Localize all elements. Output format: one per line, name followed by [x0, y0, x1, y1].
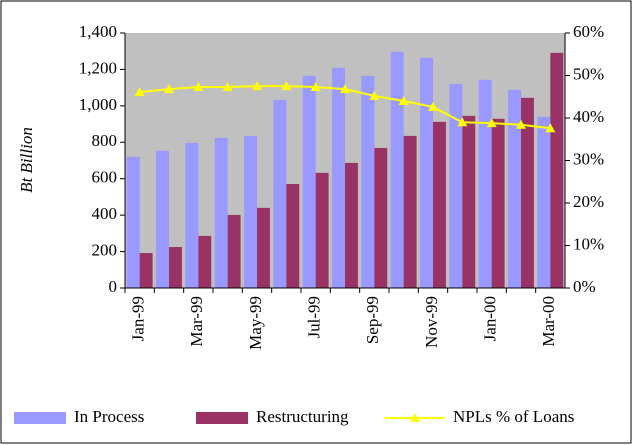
line-marker [486, 118, 497, 128]
line-marker [516, 119, 526, 129]
legend-label: In Process [74, 407, 144, 426]
bar [244, 135, 257, 288]
line-marker [545, 123, 556, 133]
x-tick-label: Jan-00 [481, 296, 500, 341]
y2-tick-label: 30% [573, 149, 604, 168]
bar [332, 67, 345, 289]
x-tick-label: Sep-99 [363, 296, 382, 344]
bar [185, 142, 199, 288]
bar [521, 97, 534, 288]
line-marker [369, 90, 380, 100]
legend-swatch [14, 412, 66, 424]
bar [315, 172, 329, 288]
bar [126, 156, 140, 288]
bar [390, 51, 404, 289]
x-tick-label: Mar-99 [187, 296, 206, 347]
bar [156, 150, 169, 288]
bar [302, 75, 316, 288]
x-tick-label: Jul-99 [305, 296, 324, 339]
line-marker [134, 87, 145, 97]
line-marker [193, 81, 204, 91]
x-tick-label: Jan-99 [129, 296, 148, 341]
y-tick-label: 800 [92, 131, 118, 150]
y-tick-label: 600 [92, 168, 118, 187]
bar [478, 79, 492, 288]
bar [537, 116, 551, 289]
x-tick-label: Nov-99 [422, 296, 441, 348]
y-tick-label: 0 [109, 277, 118, 296]
bar [169, 247, 182, 288]
bar [345, 162, 358, 288]
bar [462, 115, 476, 288]
x-tick-label: Mar-00 [539, 296, 558, 347]
line-marker [428, 101, 438, 111]
y2-tick-label: 10% [573, 234, 604, 253]
bar [286, 183, 300, 288]
bar [449, 83, 463, 288]
bar [273, 99, 287, 288]
bar [550, 52, 564, 288]
y-tick-label: 200 [92, 240, 118, 259]
line-marker [222, 81, 233, 91]
y2-tick-label: 60% [573, 22, 604, 41]
y-tick-label: 1,200 [79, 58, 117, 77]
y-tick-label: 1,400 [79, 22, 117, 41]
legend-label: NPLs % of Loans [453, 407, 574, 426]
x-tick-label: May-99 [246, 296, 265, 350]
y2-tick-label: 20% [573, 192, 604, 211]
bar [227, 214, 241, 288]
bar [198, 235, 212, 288]
line-marker [252, 81, 262, 91]
y2-tick-label: 50% [573, 64, 604, 83]
legend-marker [410, 413, 420, 422]
bar [139, 253, 153, 288]
bar [420, 57, 433, 289]
bar [403, 135, 417, 288]
bar [508, 89, 521, 288]
y2-tick-label: 0% [573, 277, 596, 296]
y-tick-label: 400 [92, 204, 118, 223]
bar [361, 75, 375, 288]
line-marker [457, 117, 468, 127]
line-marker [340, 84, 350, 94]
line-marker [310, 81, 321, 91]
legend-label: Restructuring [256, 407, 349, 426]
bar [257, 207, 270, 288]
line-marker [398, 96, 409, 105]
line-marker [164, 84, 174, 94]
legend-swatch [196, 412, 248, 424]
bar [374, 147, 388, 288]
y-axis-label: Bt Billion [17, 127, 36, 193]
line-marker [281, 81, 292, 91]
bar [433, 121, 446, 288]
bar [214, 137, 228, 288]
bar [491, 118, 505, 289]
y-tick-label: 1,000 [79, 95, 117, 114]
y2-tick-label: 40% [573, 107, 604, 126]
